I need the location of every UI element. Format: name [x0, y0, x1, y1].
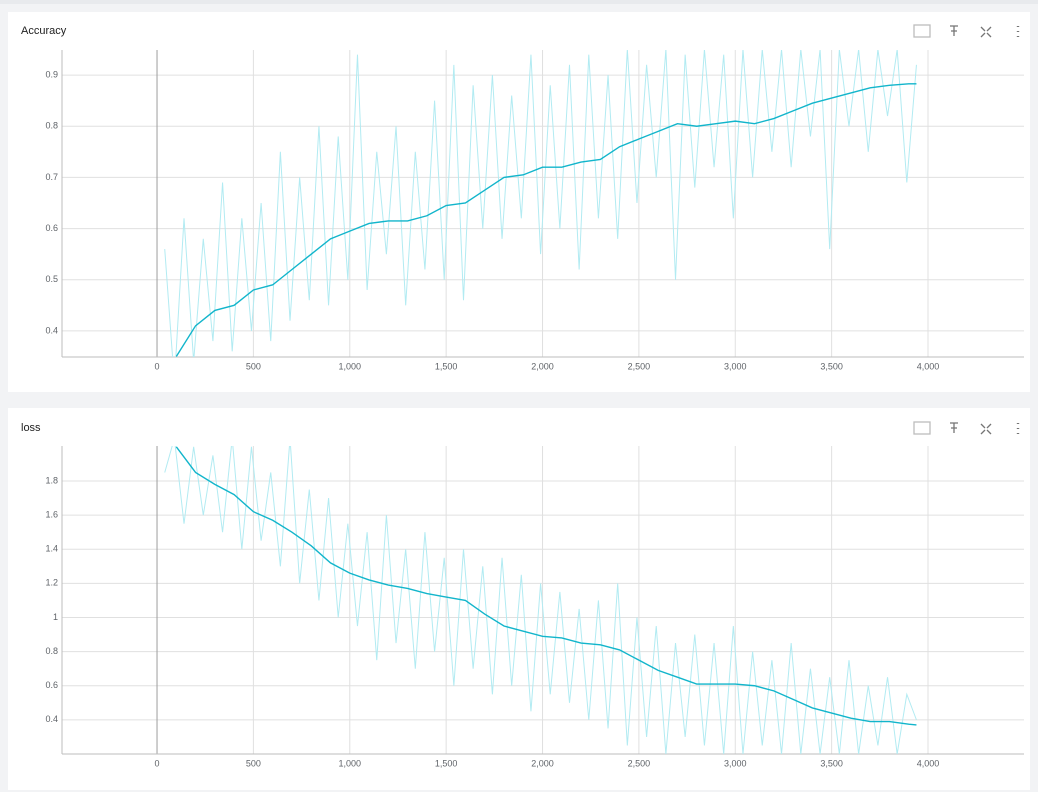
fullscreen-button[interactable] [913, 24, 931, 38]
y-tick-label: 0.7 [45, 172, 58, 182]
x-tick-label: 0 [155, 758, 160, 768]
x-tick-label: 500 [246, 758, 261, 768]
x-tick-label: 500 [246, 361, 261, 371]
chart-title: Accuracy [21, 25, 67, 37]
x-tick-label: 1,000 [339, 758, 362, 768]
card [8, 12, 1030, 392]
x-tick-label: 1,000 [339, 361, 362, 371]
pin-button[interactable] [950, 422, 958, 433]
x-tick-label: 4,000 [917, 361, 940, 371]
x-tick-label: 0 [155, 361, 160, 371]
y-tick-label: 1.2 [45, 578, 58, 588]
x-tick-label: 3,000 [724, 758, 747, 768]
x-tick-label: 3,500 [820, 758, 843, 768]
x-tick-label: 1,500 [435, 758, 458, 768]
x-tick-label: 2,500 [628, 758, 651, 768]
fit-button[interactable] [980, 423, 992, 435]
y-tick-label: 0.5 [45, 274, 58, 284]
x-tick-label: 4,000 [917, 758, 940, 768]
series-line [175, 446, 917, 726]
y-tick-label: 0.9 [45, 69, 58, 79]
x-tick-label: 3,000 [724, 361, 747, 371]
pin-button[interactable] [950, 25, 958, 36]
plot-area [164, 50, 917, 357]
series-line [164, 446, 917, 754]
y-tick-label: 1 [53, 612, 58, 622]
plot-area [164, 446, 917, 754]
fullscreen-button[interactable] [913, 421, 931, 435]
y-tick-label: 0.4 [45, 714, 58, 724]
x-tick-label: 1,500 [435, 361, 458, 371]
toolbar [913, 24, 1020, 435]
top-bar [0, 0, 1038, 4]
y-tick-label: 1.4 [45, 544, 58, 554]
series-line [175, 83, 917, 357]
y-tick-label: 0.6 [45, 223, 58, 233]
y-tick-label: 0.4 [45, 325, 58, 335]
x-tick-label: 3,500 [820, 361, 843, 371]
y-tick-label: 0.6 [45, 680, 58, 690]
x-tick-label: 2,500 [628, 361, 651, 371]
y-tick-label: 0.8 [45, 646, 58, 656]
y-tick-label: 1.8 [45, 475, 58, 485]
x-tick-label: 2,000 [531, 758, 554, 768]
y-tick-label: 0.8 [45, 121, 58, 131]
x-tick-label: 2,000 [531, 361, 554, 371]
y-tick-label: 1.6 [45, 509, 58, 519]
chart-title: loss [21, 422, 41, 434]
series-line [164, 50, 917, 357]
fit-button[interactable] [980, 26, 992, 38]
